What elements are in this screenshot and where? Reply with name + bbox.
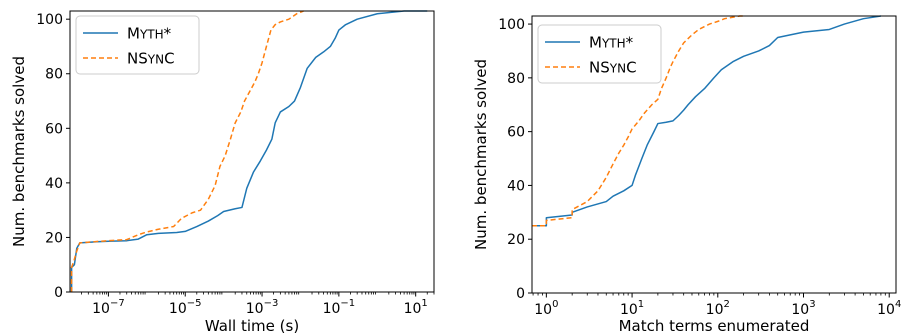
left-plot-data — [70, 10, 428, 292]
left-y-tick-label: 0 — [54, 285, 63, 301]
left-series-nsync-line — [70, 10, 304, 292]
right-y-tick-label: 100 — [498, 17, 525, 33]
left-chart-panel: 0 20 40 60 80 100 10−7 10−5 10−3 10−1 101 Wall ti… — [10, 10, 435, 335]
right-y-axis-label: Num. benchmarks solved — [472, 59, 490, 250]
left-y-axis-label: Num. benchmarks solved — [10, 56, 28, 247]
left-y-tick-label: 20 — [45, 230, 63, 246]
right-series-nsync-line — [532, 15, 744, 227]
left-legend-nsync-label: NSYNC — [127, 50, 175, 68]
right-chart-panel: 0 20 40 60 80 100 100 101 102 103 104 Match terms… — [472, 15, 901, 335]
left-x-axis-label: Wall time (s) — [205, 317, 299, 335]
left-x-tick-label: 10−3 — [246, 298, 279, 317]
right-x-tick-label: 100 — [534, 299, 558, 318]
right-x-tick-label: 101 — [620, 299, 644, 318]
right-x-axis: 100 101 102 103 104 — [532, 293, 901, 318]
left-x-tick-label: 101 — [404, 298, 428, 317]
right-legend-nsync-label: NSYNC — [589, 59, 637, 77]
left-series-myth-line — [70, 10, 428, 292]
right-series-myth-line — [532, 15, 882, 227]
right-y-tick-label: 20 — [507, 232, 525, 248]
right-x-tick-label: 103 — [791, 299, 815, 318]
left-x-axis: 10−7 10−5 10−3 10−1 101 — [81, 292, 435, 317]
left-y-tick-label: 80 — [45, 67, 63, 83]
right-y-tick-label: 0 — [516, 286, 525, 302]
right-y-tick-label: 60 — [507, 125, 525, 141]
left-plot-frame — [69, 10, 435, 293]
left-y-tick-label: 40 — [45, 176, 63, 192]
right-legend-box — [537, 24, 662, 84]
right-x-tick-label: 104 — [877, 299, 901, 318]
left-x-tick-label: 10−1 — [323, 298, 356, 317]
left-legend: MYTH* NSYNC — [75, 15, 200, 75]
right-x-axis-label: Match terms enumerated — [619, 317, 810, 335]
left-y-axis: 0 20 40 60 80 100 — [36, 12, 70, 301]
left-legend-box — [75, 15, 200, 75]
left-x-tick-label: 10−7 — [92, 298, 125, 317]
left-legend-myth-label: MYTH* — [127, 25, 172, 43]
right-y-tick-label: 40 — [507, 178, 525, 194]
right-legend: MYTH* NSYNC — [537, 24, 662, 84]
left-y-tick-label: 100 — [36, 12, 63, 28]
right-x-tick-label: 102 — [706, 299, 730, 318]
right-legend-myth-label: MYTH* — [589, 34, 634, 52]
left-x-tick-label: 10−5 — [169, 298, 202, 317]
right-plot-data — [532, 15, 882, 227]
right-y-tick-label: 80 — [507, 71, 525, 87]
right-y-axis: 0 20 40 60 80 100 — [498, 17, 532, 302]
left-y-tick-label: 60 — [45, 121, 63, 137]
